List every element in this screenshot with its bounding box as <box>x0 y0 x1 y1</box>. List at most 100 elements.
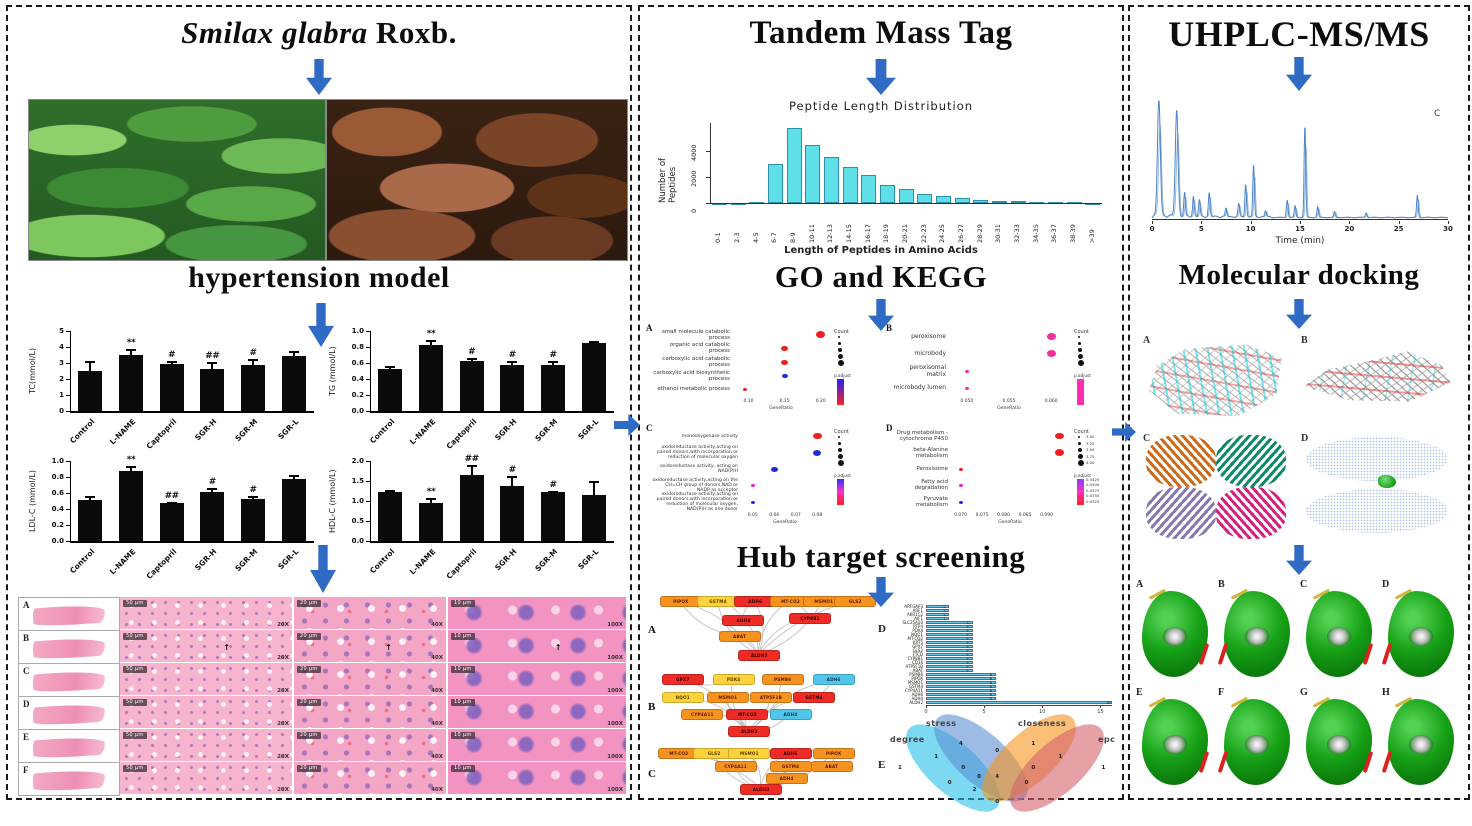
error-bar-cap <box>288 351 299 353</box>
x-tick-label: 0.20 <box>815 399 826 404</box>
protein-surface-blob <box>1306 696 1374 785</box>
venn-region-value: 2 <box>972 786 977 793</box>
gene-label: GSTM4 <box>908 683 923 689</box>
magnification-label: 100X <box>607 721 623 727</box>
panel-letter: D <box>886 423 893 433</box>
error-bar <box>292 351 295 356</box>
up-arrow-annotation: ↑ <box>385 642 392 652</box>
docking-panel-c-letter: C <box>1143 433 1151 444</box>
gene-label: NQO1 <box>911 631 923 637</box>
bar <box>786 128 802 203</box>
protein-ribbon-green <box>1216 435 1286 487</box>
bar-value: 4 <box>966 644 969 649</box>
species-name-italic: Smilax glabra <box>181 15 368 50</box>
protein-surface-blob <box>1306 588 1374 677</box>
histology-cell: F <box>18 762 120 796</box>
bar-value: 4 <box>966 632 969 637</box>
legend-count-dot <box>1078 354 1083 359</box>
bar <box>78 500 103 541</box>
hypertension-model-title: hypertension model <box>188 261 450 294</box>
gene-label: GPX7 <box>912 643 923 649</box>
gene-node: GSTM4 <box>697 596 739 608</box>
histology-cell: 20 μm 40X <box>294 597 446 629</box>
bar-value: 2 <box>943 612 946 617</box>
y-tick-label: 0.5 <box>351 517 364 525</box>
scale-bar-label: 50 μm <box>123 633 147 640</box>
legend-padjust-value: 0.0325 <box>1086 498 1100 504</box>
gene-node: CYP8B1 <box>789 613 832 625</box>
panel-letter: A <box>646 323 653 333</box>
x-tick-label: 25 <box>1393 225 1404 233</box>
x-tick <box>1349 221 1351 224</box>
gene-node: PDK4 <box>712 674 755 686</box>
error-bar-cap <box>385 490 396 493</box>
x-axis-label: Time (min) <box>1275 236 1325 246</box>
histology-cell: B <box>18 630 120 664</box>
x-category-label: SGR-L <box>275 547 301 572</box>
y-tick-label: 2000 <box>690 170 698 188</box>
bar <box>200 492 225 541</box>
y-tick <box>706 203 710 204</box>
down-arrow-icon <box>306 59 332 95</box>
gene-label: PSMB6 <box>909 671 923 677</box>
yellow-strand-accent <box>1312 588 1330 600</box>
magnification-label: 40X <box>431 787 443 793</box>
histology-cell: 50 μm 20X <box>120 729 292 761</box>
legend-count-dot <box>838 442 841 445</box>
magnification-label: 100X <box>607 688 623 694</box>
y-tick-label: 0.8 <box>351 343 364 351</box>
significance-annotation: # <box>208 477 217 488</box>
tmt-title: Tandem Mass Tag <box>749 15 1013 51</box>
legend-padjust-gradient <box>1077 479 1084 505</box>
bar <box>879 184 895 203</box>
legend-count-dot <box>1078 360 1084 366</box>
scale-bar-label: 50 μm <box>123 666 147 673</box>
magnification-label: 100X <box>607 655 623 661</box>
y-tick-label: 5 <box>59 327 64 335</box>
histology-cell: 20 μm 40X <box>294 729 446 761</box>
y-tick <box>66 541 70 542</box>
significance-annotation: # <box>549 350 557 361</box>
y-tick <box>366 501 370 502</box>
error-bar <box>130 349 132 355</box>
bar <box>926 665 973 669</box>
legend-count-value: 3.25 <box>1086 440 1095 446</box>
species-name-rest: Roxb. <box>367 15 457 50</box>
bar-value: 6 <box>989 688 992 693</box>
x-axis <box>370 411 614 413</box>
gene-node: ADH4 <box>722 615 765 627</box>
legend-count-label: Count <box>1074 429 1089 435</box>
ppi-network-b: B GPX7 PDK4 PSMB6 ADH6 NQO1 MSMO1 ATP5F1B GSTM4 C… <box>646 669 886 745</box>
significance-annotation: # <box>468 347 476 358</box>
significance-annotation: # <box>508 464 517 475</box>
x-category-label: 0-1 <box>714 232 723 243</box>
error-bar <box>130 465 132 471</box>
y-tick-label: 1.5 <box>351 477 364 485</box>
term-label: peroxisomal matrix <box>909 364 946 378</box>
network-panel-letter: B <box>648 700 656 713</box>
scale-bar-label: 50 μm <box>123 732 147 739</box>
x-tick-label: 0.055 <box>1002 399 1016 404</box>
x-tick-label: 0 <box>924 709 928 715</box>
x-tick-label: 0.090 <box>1040 513 1053 518</box>
y-axis <box>370 461 372 541</box>
yellow-strand-accent <box>1312 696 1330 708</box>
bar-value: 6 <box>989 676 992 681</box>
bar <box>241 364 265 411</box>
error-bar-cap <box>548 361 558 364</box>
y-tick <box>366 363 370 364</box>
protein-surface-blob <box>1217 588 1290 677</box>
bar-value: 4 <box>966 640 969 645</box>
binding-pocket <box>1409 735 1434 755</box>
binding-pocket <box>1163 627 1188 647</box>
gene-label: KRT5 <box>912 639 923 645</box>
error-bar <box>252 359 254 365</box>
y-tick <box>706 177 710 179</box>
surface-panel-d: D <box>1380 577 1462 683</box>
bar <box>973 199 989 203</box>
data-dot <box>1054 449 1064 456</box>
x-category-label: 10-11 <box>807 224 816 243</box>
x-tick-label: 0 <box>1149 225 1155 233</box>
bar <box>541 365 565 411</box>
term-label: carboxylic acid catabolic process <box>662 356 730 368</box>
